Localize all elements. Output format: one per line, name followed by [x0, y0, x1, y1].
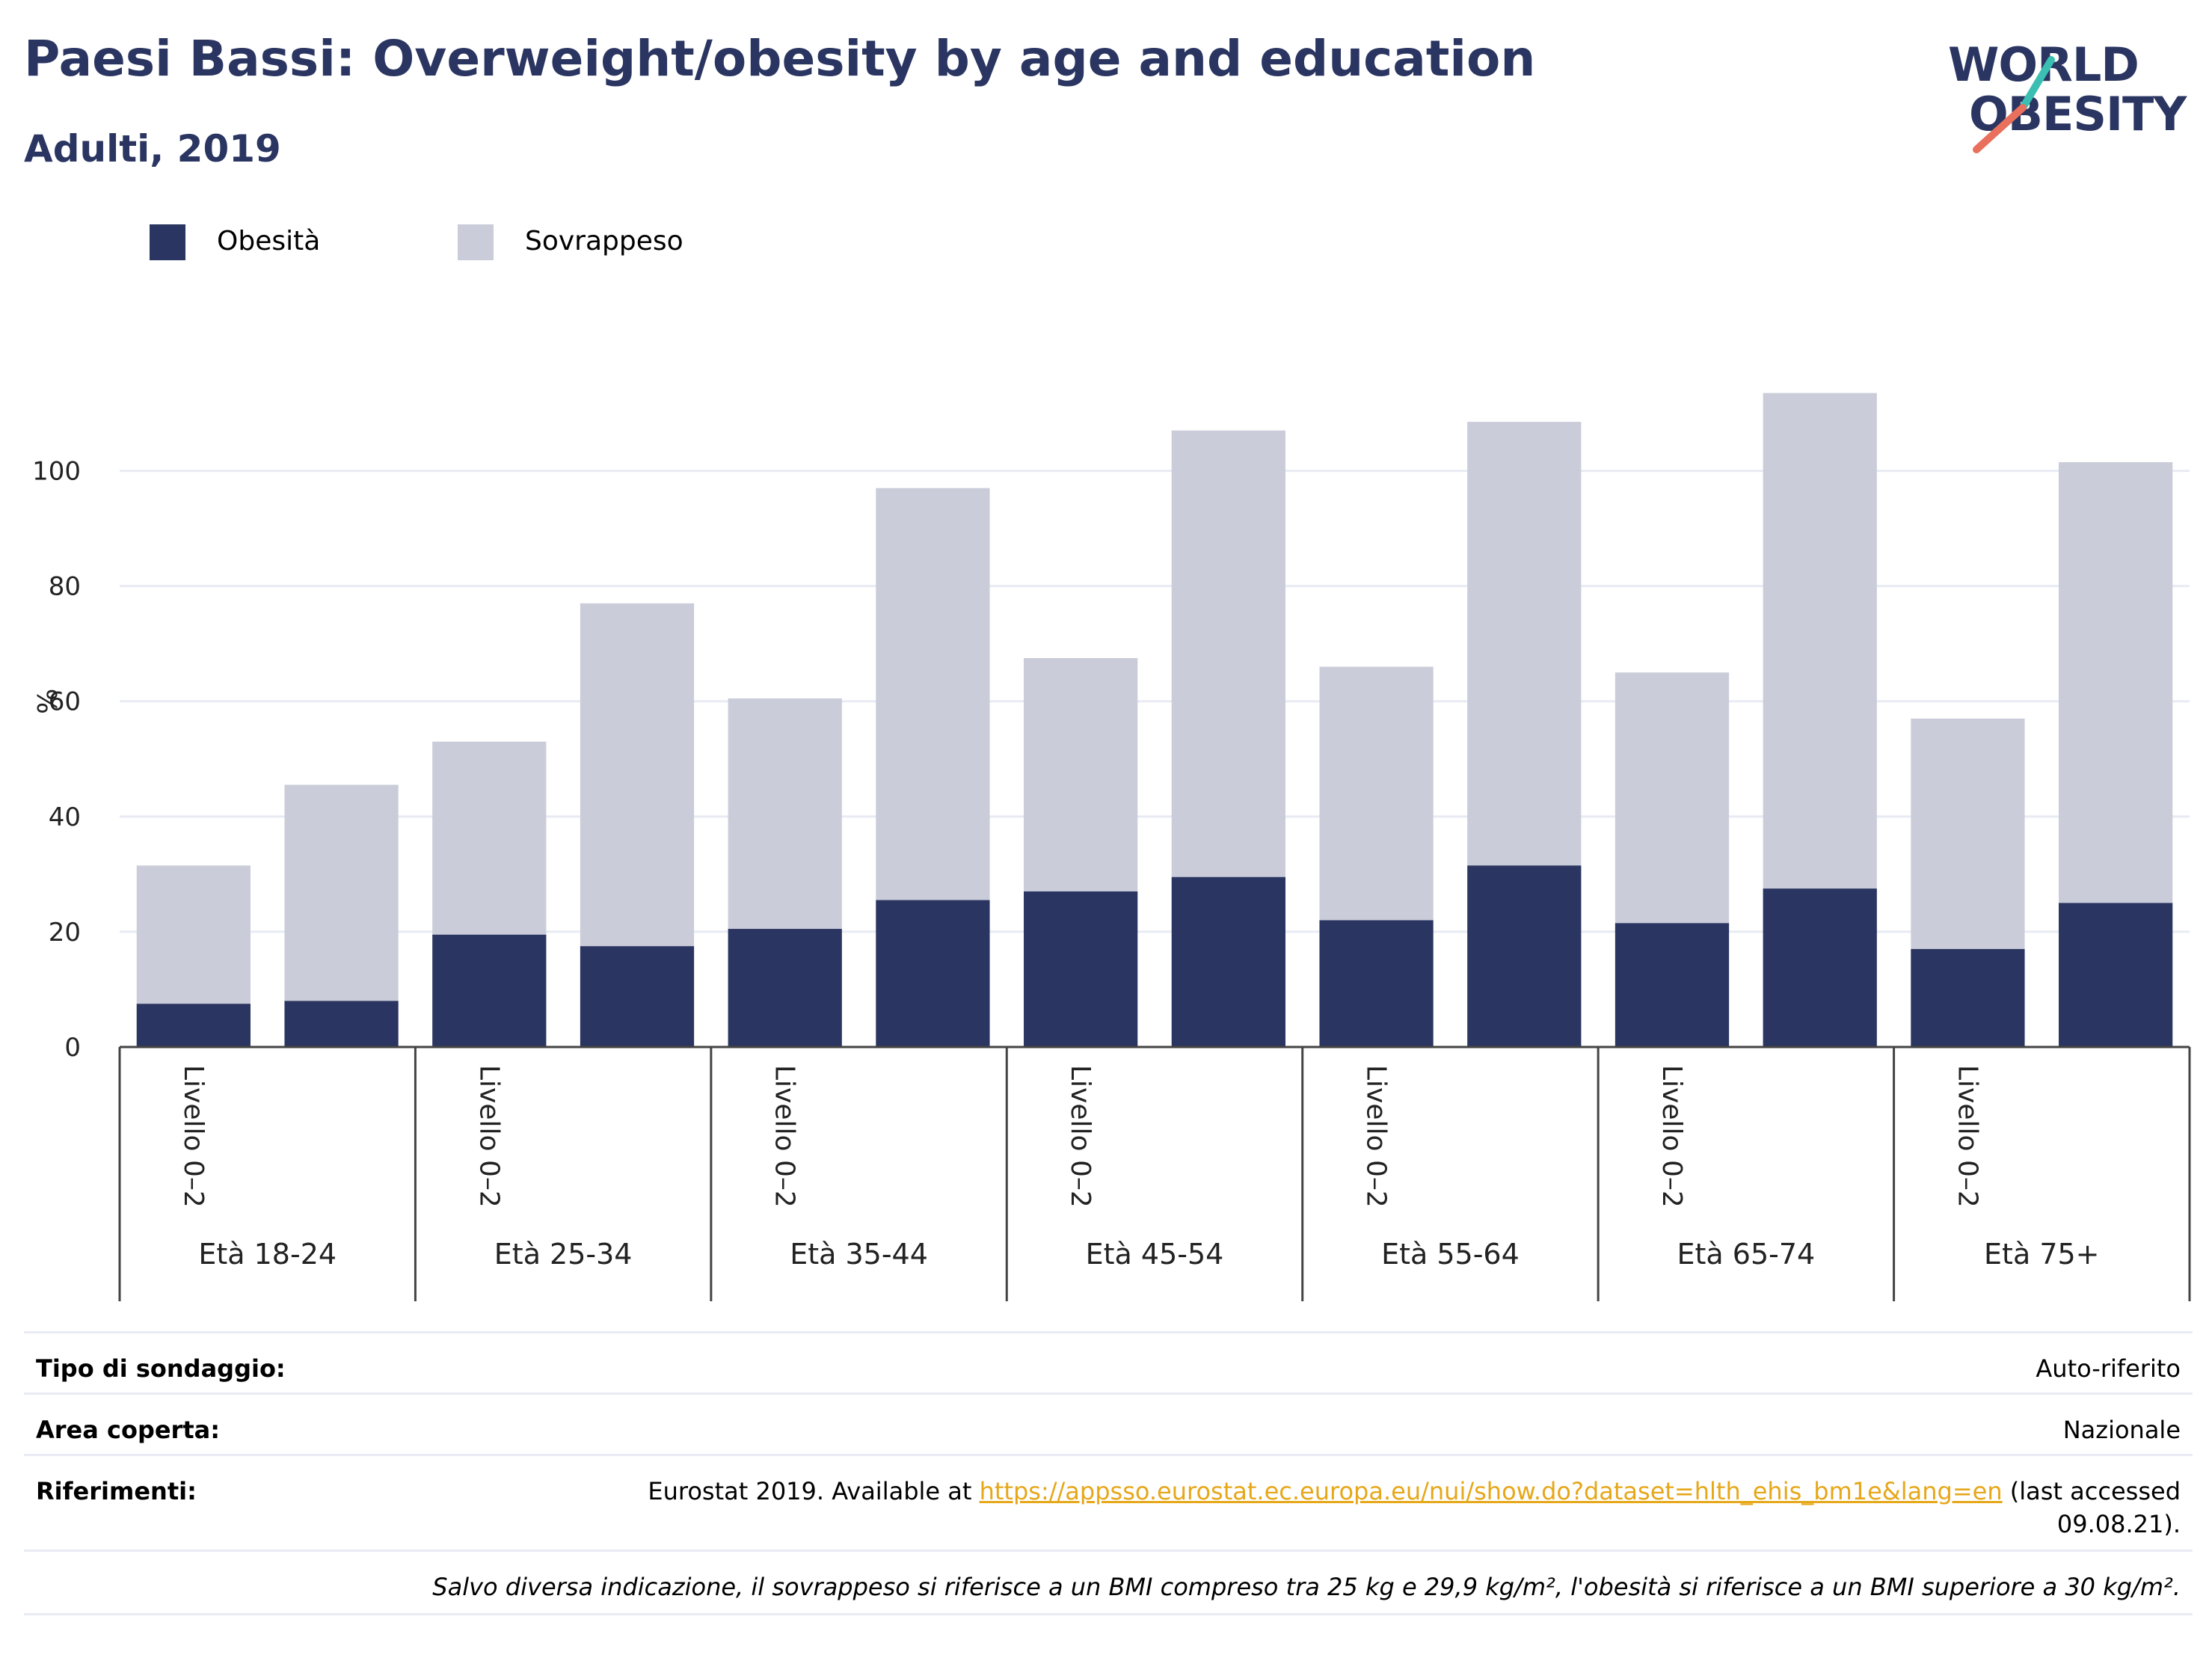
category-label: Livello 0–2 [1065, 1065, 1096, 1208]
bar-obesity [580, 946, 695, 1047]
area-covered-value: Nazionale [2062, 1416, 2181, 1444]
group-label: Età 25-34 [494, 1238, 633, 1271]
info-row-references: Riferimenti: Eurostat 2019. Available at… [24, 1454, 2193, 1552]
definition-note: Salvo diversa indicazione, il sovrappeso… [432, 1573, 2181, 1601]
logo-line-obesity: OBESITY [1969, 87, 2187, 141]
references-value: Eurostat 2019. Available at https://apps… [648, 1477, 2181, 1505]
chart-subtitle: Adulti, 2019 [24, 127, 281, 171]
y-tick-label: 100 [32, 457, 81, 487]
legend-label-overweight: Sovrappeso [525, 226, 683, 257]
bar-overweight [432, 741, 547, 935]
bar-obesity [284, 1001, 399, 1047]
bar-overweight [1024, 657, 1138, 891]
bar-overweight [580, 603, 695, 947]
bar-overweight [1467, 422, 1582, 866]
bar-obesity [1763, 888, 1877, 1047]
logo-slash-icon [1973, 56, 2055, 153]
world-obesity-logo: WORLD OBESITY [1948, 37, 2195, 157]
references-link[interactable]: https://appsso.eurostat.ec.europa.eu/nui… [979, 1477, 2003, 1505]
y-tick-label: 20 [49, 918, 81, 948]
bar-overweight [1171, 430, 1285, 877]
category-label: Livello 0–2 [1952, 1065, 1982, 1208]
legend-label-obesity: Obesità [217, 226, 321, 257]
legend-swatch-overweight [458, 224, 494, 260]
info-row-note: Salvo diversa indicazione, il sovrappeso… [24, 1550, 2193, 1615]
group-label: Età 65-74 [1677, 1238, 1816, 1271]
bar-overweight [876, 488, 990, 900]
references-prefix: Eurostat 2019. Available at [648, 1477, 980, 1505]
category-label: Livello 0–2 [473, 1065, 504, 1208]
bar-obesity [1467, 865, 1582, 1047]
y-axis-label: % [33, 689, 64, 714]
bar-obesity [1911, 949, 2025, 1047]
bar-obesity [432, 934, 547, 1047]
bar-overweight [1615, 672, 1730, 924]
bar-obesity [1024, 891, 1138, 1047]
y-tick-label: 80 [49, 572, 81, 602]
bar-obesity [876, 900, 990, 1047]
category-label: Livello 0–2 [1656, 1065, 1687, 1208]
y-tick-label: 0 [64, 1033, 81, 1063]
bar-obesity [728, 929, 842, 1047]
bar-obesity [136, 1004, 251, 1047]
bar-obesity [2059, 903, 2173, 1047]
stacked-bar-chart: 0 20 40 60 80 100% Livello 0–2 Età 18-24 Livello… [32, 393, 2191, 1301]
group-label: Età 18-24 [198, 1238, 337, 1271]
y-tick-label: 40 [49, 802, 81, 832]
info-row-survey: Tipo di sondaggio: Auto-riferito [24, 1331, 2193, 1395]
chart-title: Paesi Bassi: Overweight/obesity by age a… [24, 30, 1536, 87]
legend-swatch-obesity [150, 224, 185, 260]
bar-obesity [1171, 876, 1285, 1047]
bar-obesity [1319, 920, 1434, 1047]
bar-overweight [1911, 718, 2025, 950]
references-date: 09.08.21). [2056, 1510, 2181, 1538]
bar-overweight [1763, 393, 1877, 889]
group-label: Età 45-54 [1086, 1238, 1224, 1271]
bar-overweight [136, 865, 251, 1004]
category-label: Livello 0–2 [769, 1065, 800, 1208]
bar-obesity [1615, 923, 1730, 1047]
references-suffix: (last accessed [2002, 1477, 2181, 1505]
logo-line-world: WORLD [1948, 37, 2139, 92]
survey-type-value: Auto-riferito [2036, 1354, 2181, 1383]
group-label: Età 35-44 [790, 1238, 928, 1271]
bar-overweight [1319, 666, 1434, 921]
category-label: Livello 0–2 [178, 1065, 209, 1208]
references-label: Riferimenti: [36, 1477, 197, 1505]
category-label: Livello 0–2 [1361, 1065, 1392, 1208]
y-tick-label: 60 [49, 687, 81, 717]
bar-overweight [284, 784, 399, 1001]
info-row-area: Area coperta: Nazionale [24, 1393, 2193, 1456]
bar-overweight [2059, 462, 2173, 903]
bar-overweight [728, 698, 842, 930]
group-label: Età 75+ [1984, 1238, 2099, 1271]
group-label: Età 55-64 [1381, 1238, 1520, 1271]
area-covered-label: Area coperta: [36, 1416, 221, 1444]
survey-type-label: Tipo di sondaggio: [36, 1354, 286, 1383]
